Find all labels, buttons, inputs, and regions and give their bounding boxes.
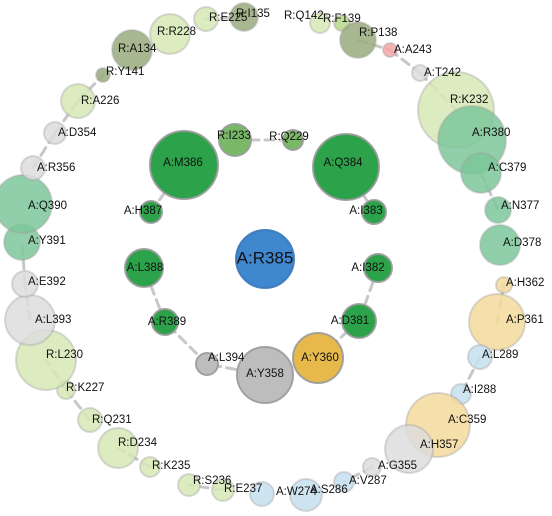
- outer-q231-label: R:Q231: [92, 414, 132, 426]
- inner-l394-label: A:L394: [208, 352, 245, 364]
- outer-c379-label: A:C379: [488, 162, 526, 174]
- outer-l393-label: A:L393: [35, 314, 71, 326]
- outer-k232-label: R:K232: [450, 94, 488, 106]
- inner-d381-label: A:D381: [331, 315, 369, 327]
- outer-l289-label: A:L289: [482, 349, 518, 361]
- outer-h357-label: A:H357: [420, 439, 458, 451]
- outer-h362-label: A:H362: [506, 277, 544, 289]
- inner-h387-label: A:H387: [124, 205, 162, 217]
- outer-y391-label: A:Y391: [28, 235, 66, 247]
- inner-l388-label: A:L388: [127, 262, 163, 274]
- outer-f139-label: R:F139: [323, 13, 361, 25]
- inner-i382-label: A:I382: [351, 262, 384, 274]
- inner-r389-label: A:R389: [148, 316, 186, 328]
- inner-m386-label: A:M386: [163, 157, 203, 169]
- outer-q390-label: A:Q390: [28, 200, 67, 212]
- outer-n377-label: A:N377: [501, 200, 539, 212]
- outer-a226-label: R:A226: [81, 95, 119, 107]
- outer-q142-label: R:Q142: [284, 10, 324, 22]
- outer-k235-label: R:K235: [152, 460, 190, 472]
- outer-r228-label: R:R228: [157, 26, 196, 38]
- inner-i233-label: R:I233: [217, 130, 251, 142]
- inner-y358-label: A:Y358: [246, 368, 284, 380]
- outer-d354-label: A:D354: [58, 127, 97, 139]
- outer-a134-label: R:A134: [118, 43, 157, 55]
- outer-d378-label: A:D378: [503, 237, 541, 249]
- outer-c359-label: A:C359: [448, 414, 486, 426]
- outer-d234-label: R:D234: [118, 437, 158, 449]
- outer-s236-label: R:S236: [193, 475, 231, 487]
- outer-v287-label: A:V287: [349, 475, 387, 487]
- outer-e392-label: A:E392: [28, 276, 66, 288]
- outer-l230-label: R:L230: [46, 349, 83, 361]
- outer-w274-label: A:W274: [276, 486, 318, 498]
- outer-g355-label: A:G355: [378, 460, 417, 472]
- outer-y141-label: R:Y141: [106, 66, 144, 78]
- inner-i383-label: A:I383: [349, 205, 382, 217]
- center-label: A:R385: [237, 248, 294, 267]
- inner-y360-label: A:Y360: [301, 352, 339, 364]
- outer-p361-label: A:P361: [506, 314, 544, 326]
- outer-k227-label: R:K227: [66, 382, 104, 394]
- outer-p138-label: R:P138: [359, 27, 397, 39]
- inner-q384-label: A:Q384: [324, 157, 364, 169]
- outer-i288-label: A:I288: [463, 384, 496, 396]
- outer-t242-label: A:T242: [424, 67, 461, 79]
- inner-q229-label: R:Q229: [269, 131, 309, 143]
- outer-r380-label: A:R380: [472, 127, 510, 139]
- outer-r356-label: A:R356: [37, 162, 75, 174]
- outer-a243-label: A:A243: [394, 44, 432, 56]
- outer-i135-label: R:I135: [236, 8, 270, 20]
